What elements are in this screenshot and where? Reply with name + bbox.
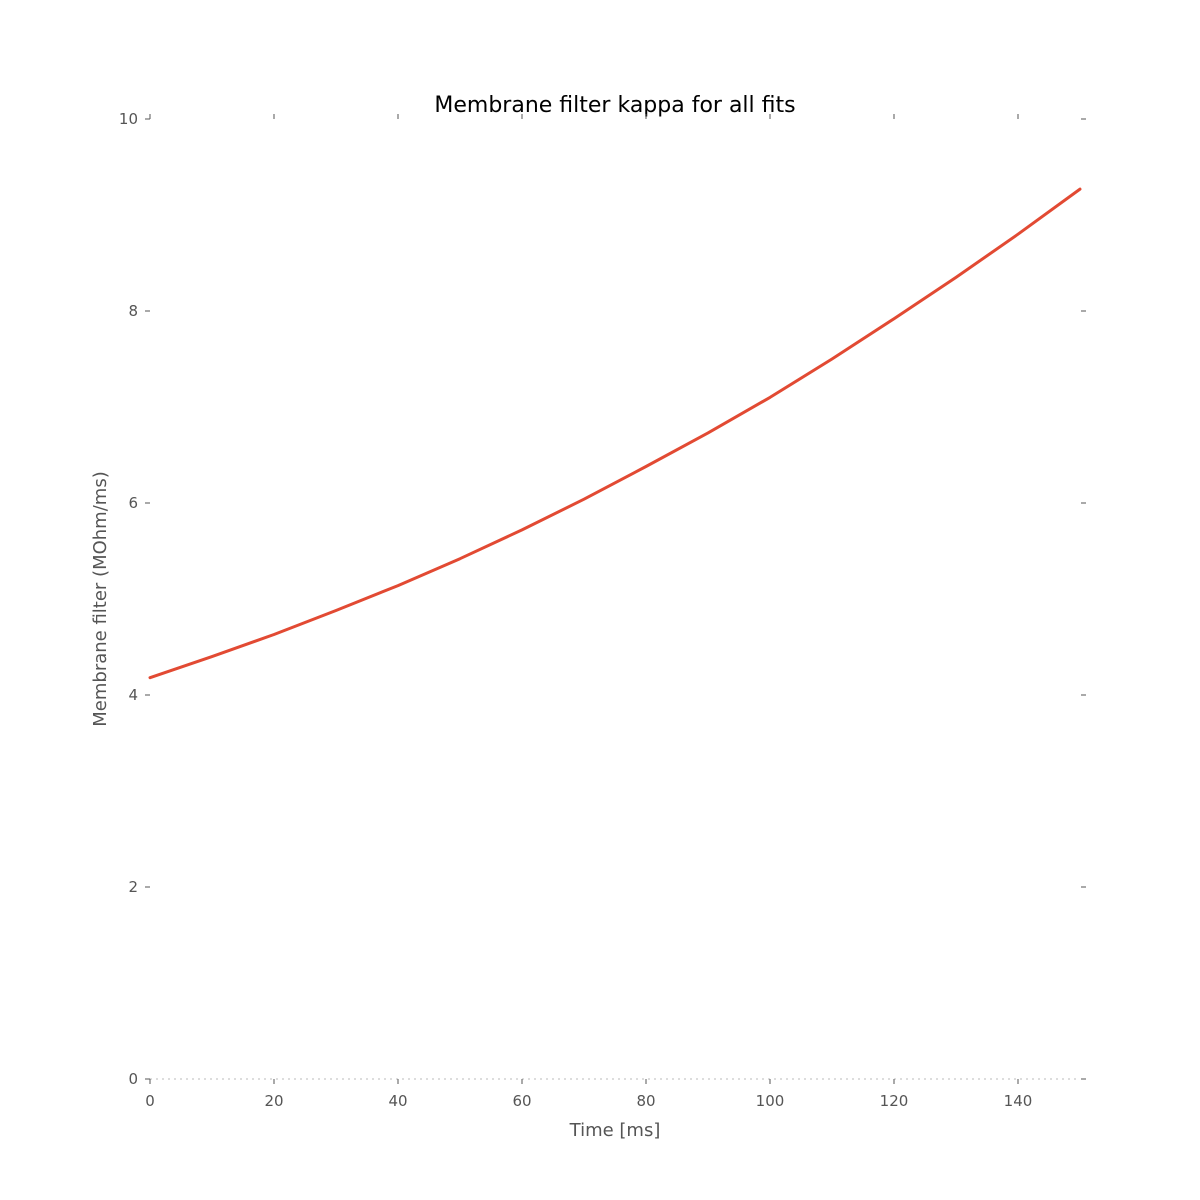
x-tick-label: 0 xyxy=(145,1092,155,1110)
y-tick-label: 10 xyxy=(119,110,138,128)
x-tick-label: 80 xyxy=(636,1092,655,1110)
y-tick-label: 6 xyxy=(128,494,138,512)
x-tick-label: 40 xyxy=(388,1092,407,1110)
x-tick-label: 140 xyxy=(1004,1092,1033,1110)
x-tick-label: 120 xyxy=(880,1092,909,1110)
chart-title: Membrane filter kappa for all fits xyxy=(434,93,795,118)
y-tick-label: 0 xyxy=(128,1070,138,1088)
x-tick-label: 60 xyxy=(512,1092,531,1110)
x-axis-label: Time [ms] xyxy=(569,1120,661,1141)
y-tick-label: 8 xyxy=(128,302,138,320)
series-line xyxy=(148,187,1082,680)
y-tick-label: 4 xyxy=(128,686,138,704)
y-axis-label: Membrane filter (MOhm/ms) xyxy=(90,471,111,726)
x-tick-label: 100 xyxy=(756,1092,785,1110)
y-axis-ticks: 0 2 4 6 8 10 xyxy=(119,110,1086,1088)
x-axis-ticks: 0 20 40 60 80 100 120 140 xyxy=(145,114,1032,1110)
y-tick-label: 2 xyxy=(128,878,138,896)
series-layer xyxy=(148,187,1082,680)
x-tick-label: 20 xyxy=(264,1092,283,1110)
